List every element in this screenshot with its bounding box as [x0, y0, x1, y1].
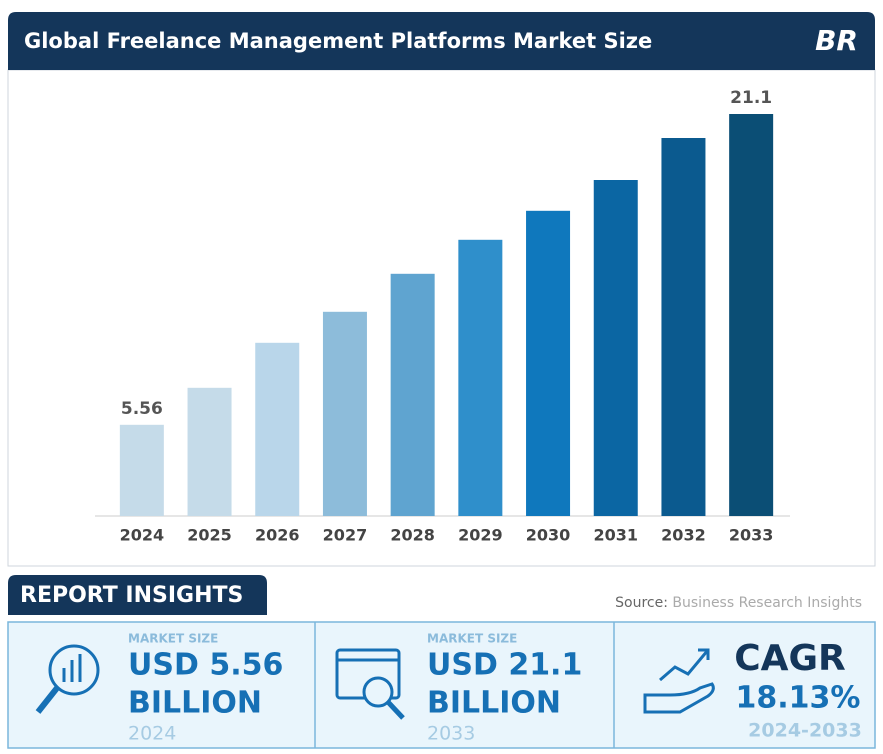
x-tick-label: 2033	[729, 526, 774, 545]
x-tick-label: 2025	[187, 526, 232, 545]
icon-dashboard	[335, 648, 405, 720]
bar	[593, 180, 638, 516]
x-tick-label: 2029	[458, 526, 503, 545]
card-year: 2024	[128, 723, 176, 745]
bar	[187, 387, 232, 516]
card-unit: BILLION	[128, 686, 262, 721]
bar	[729, 114, 774, 516]
card-year: 2033	[427, 723, 475, 745]
card-label: MARKET SIZE	[427, 632, 517, 646]
card-value: USD 21.1	[427, 648, 582, 683]
x-tick-label: 2026	[255, 526, 300, 545]
x-tick-label: 2032	[661, 526, 706, 545]
card-unit: BILLION	[427, 686, 561, 721]
x-tick-label: 2031	[593, 526, 638, 545]
card-label: CAGR	[734, 638, 846, 679]
bar	[322, 311, 367, 516]
x-tick-label: 2028	[390, 526, 435, 545]
card-value: 18.13%	[736, 681, 861, 716]
data-label: 21.1	[730, 88, 772, 108]
card-value: USD 5.56	[128, 648, 283, 683]
source-name: Business Research Insights	[672, 595, 862, 611]
bars	[119, 114, 774, 517]
bar	[119, 424, 164, 516]
bar	[458, 239, 503, 517]
source: Source: Business Research Insights	[615, 595, 862, 611]
source-label: Source:	[615, 595, 668, 611]
insights-heading: REPORT INSIGHTS	[20, 583, 243, 608]
data-label: 5.56	[121, 399, 163, 419]
icon-growth	[643, 648, 715, 714]
bar	[390, 273, 435, 516]
bar	[526, 210, 571, 517]
x-tick-label: 2027	[323, 526, 368, 545]
insights-panel	[7, 621, 876, 749]
chart-title: Global Freelance Management Platforms Ma…	[24, 29, 652, 53]
x-tick-label: 2024	[120, 526, 165, 545]
card-label: MARKET SIZE	[128, 632, 218, 646]
icon-magnifier	[35, 644, 100, 714]
x-tick-label: 2030	[526, 526, 571, 545]
logo: BR	[815, 24, 858, 57]
insights-tab	[8, 575, 267, 615]
bar	[661, 138, 706, 516]
header-bar	[8, 12, 875, 70]
card-year: 2024-2033	[748, 720, 862, 742]
bar	[255, 342, 300, 516]
